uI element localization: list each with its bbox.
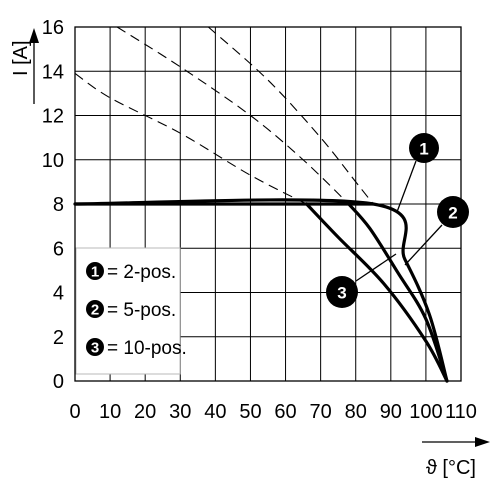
y-tick-label: 2 [53,327,64,349]
y-tick-label: 4 [53,283,64,305]
callout-marker-3 [326,276,358,308]
x-tick-label: 90 [380,401,402,423]
x-tick-label: 0 [69,401,80,423]
x-axis-title-group: ϑ [°C] [422,437,490,479]
y-tick-label: 10 [42,150,64,172]
callout-number: 3 [337,284,346,303]
callout-number: 2 [448,204,457,223]
legend-label: = 2-pos. [107,262,176,283]
legend-marker-number: 3 [91,340,99,357]
series-1-curve [73,198,449,383]
x-tick-label: 70 [310,401,332,423]
x-tick-label: 100 [409,401,442,423]
legend-marker-number: 2 [91,302,99,319]
y-axis-title-group: I [A] [10,28,39,104]
callout-number: 1 [419,140,428,159]
y-tick-label: 0 [53,371,64,393]
legend-label: = 5-pos. [107,300,176,321]
plot-frame [74,26,462,382]
x-axis-arrow-head [475,437,490,447]
callout-leader-3 [355,253,397,282]
legend: 1 = 2-pos. 2 = 5-pos. 3 = 10-pos. [75,247,187,375]
series-2-extrapolation [116,26,350,205]
legend-label: = 10-pos. [107,338,187,359]
y-tick-label: 6 [53,238,64,260]
x-tick-label: 20 [134,401,156,423]
y-axis-title: I [A] [10,40,32,76]
y-tick-label: 8 [53,194,64,216]
series-2-curve [347,202,449,383]
y-axis-arrow-head [29,28,39,43]
x-tick-label: 60 [274,401,296,423]
legend-marker-number: 1 [91,264,99,281]
series-layer [73,26,449,383]
x-tick-label: 50 [239,401,261,423]
series-3-curve [305,202,449,383]
callout-marker-1 [409,133,439,163]
callout-leader-2 [404,224,443,266]
legend-marker-3 [86,338,104,356]
series-3-extrapolation [74,73,307,205]
x-axis-title: ϑ [°C] [426,457,476,479]
x-tick-label: 110 [445,401,477,423]
x-tick-label: 30 [169,401,191,423]
x-tick-labels: 0 10 20 30 40 50 60 70 80 90 100 110 [69,401,477,423]
y-tick-label: 16 [42,17,64,39]
legend-marker-2 [86,300,104,318]
y-tick-labels: 0 2 4 6 8 10 12 14 16 [42,17,64,393]
x-tick-label: 10 [99,401,121,423]
x-tick-label: 80 [345,401,367,423]
x-tick-label: 40 [204,401,226,423]
legend-marker-1 [86,262,104,280]
y-tick-label: 14 [42,61,64,83]
y-tick-label: 12 [42,106,64,128]
series-1-extrapolation [207,26,374,205]
callout-leader-1 [396,160,417,213]
